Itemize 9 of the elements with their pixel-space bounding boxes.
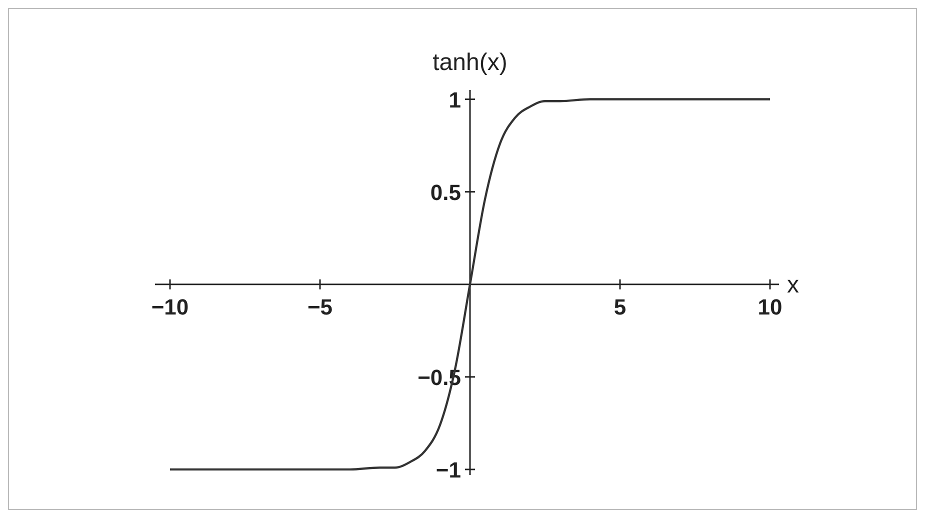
x-tick-label: 10 <box>758 294 782 320</box>
x-tick-label: −10 <box>151 294 189 320</box>
y-tick-label: −1 <box>436 457 461 482</box>
x-tick-label: 5 <box>614 294 626 320</box>
y-axis-title: tanh(x) <box>432 49 508 76</box>
x-axis-title: x <box>787 271 799 298</box>
x-tick-label: −5 <box>307 294 333 320</box>
y-tick-label: 1 <box>448 87 461 112</box>
y-tick-label: 0.5 <box>430 180 461 205</box>
